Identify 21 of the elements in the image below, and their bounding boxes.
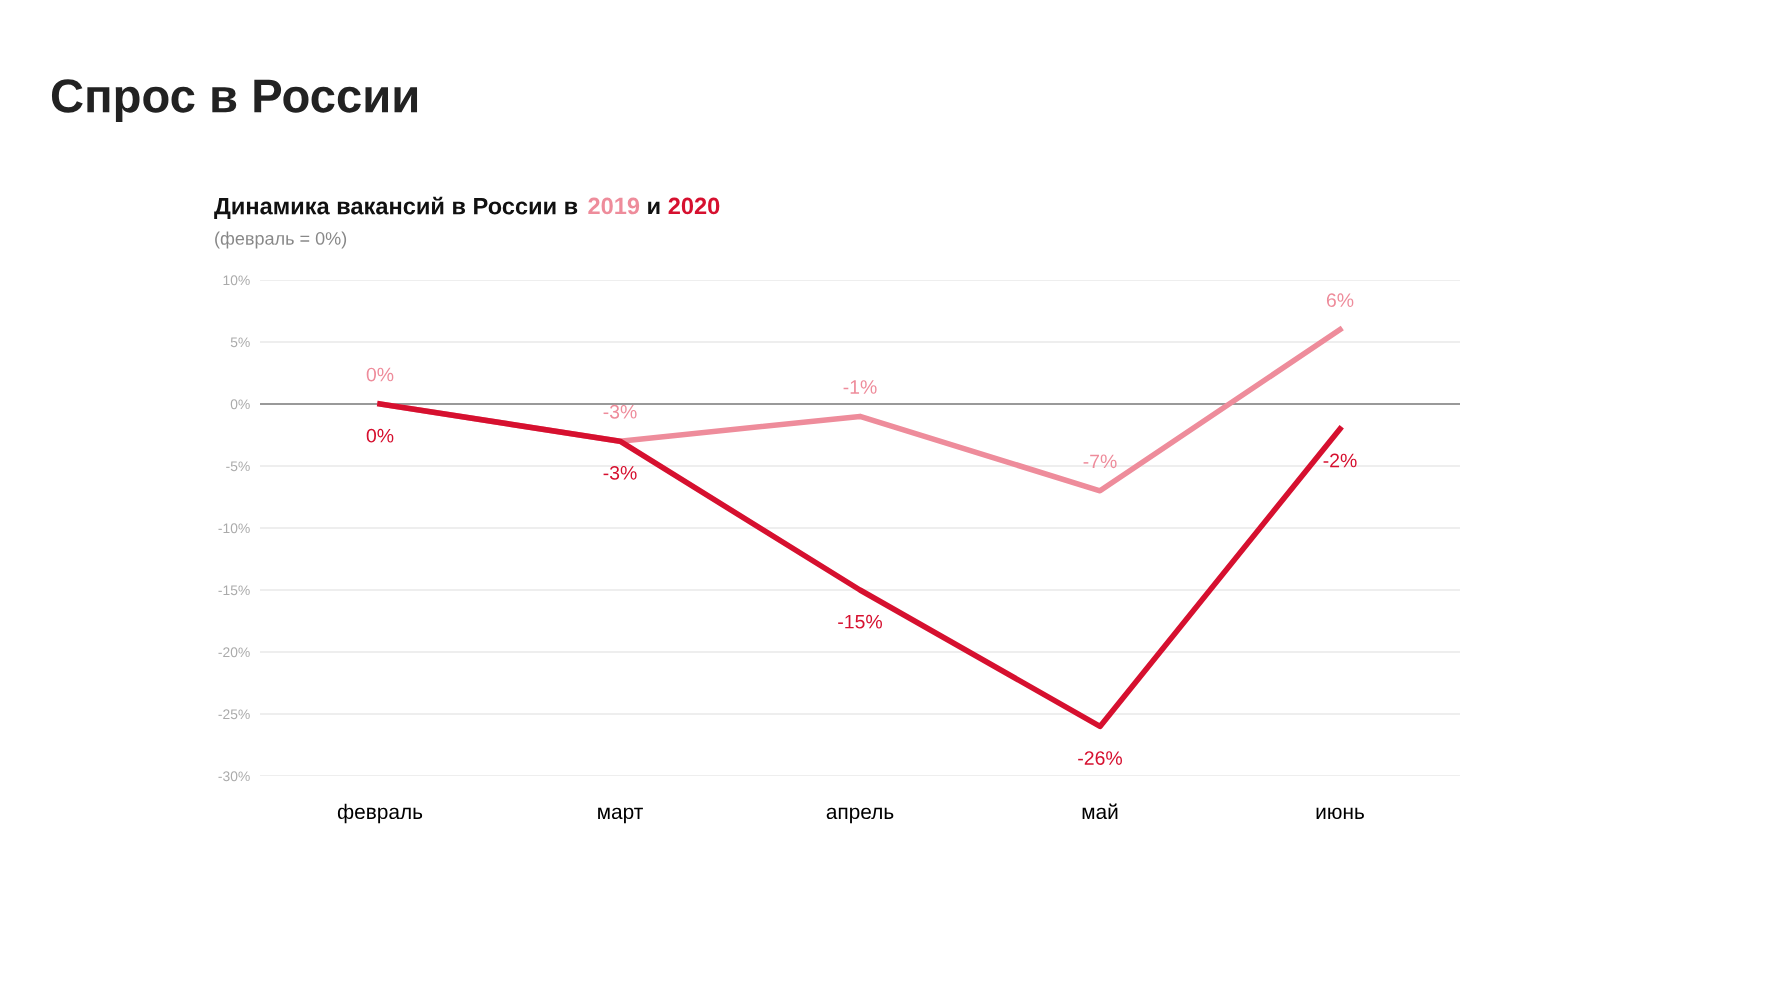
x-tick-label: май: [1082, 803, 1118, 820]
x-tick-label: февраль: [337, 803, 423, 824]
data-label: -3%: [603, 465, 637, 480]
text: 2020: [668, 197, 720, 215]
data-label: -2%: [1323, 453, 1357, 468]
chart-subtitle: Динамика вакансий в России в: [214, 196, 578, 219]
text: и: [648, 201, 660, 215]
data-label: -3%: [603, 404, 637, 419]
x-tick-label: март: [598, 807, 643, 824]
data-label: 0%: [366, 428, 394, 443]
text: (февраль = 0%): [215, 231, 347, 249]
chart-title: Спрос в России: [51, 79, 418, 123]
data-label: -1%: [843, 380, 877, 394]
data-label: -7%: [1083, 454, 1117, 469]
x-tick-label: июнь: [1316, 807, 1364, 820]
data-label: 6%: [1326, 293, 1354, 308]
data-label: 0%: [366, 367, 394, 382]
data-label: -15%: [838, 614, 883, 629]
x-tick-label: апрель: [826, 807, 894, 824]
data-label: -26%: [1078, 751, 1123, 765]
text: 2019: [588, 197, 640, 215]
